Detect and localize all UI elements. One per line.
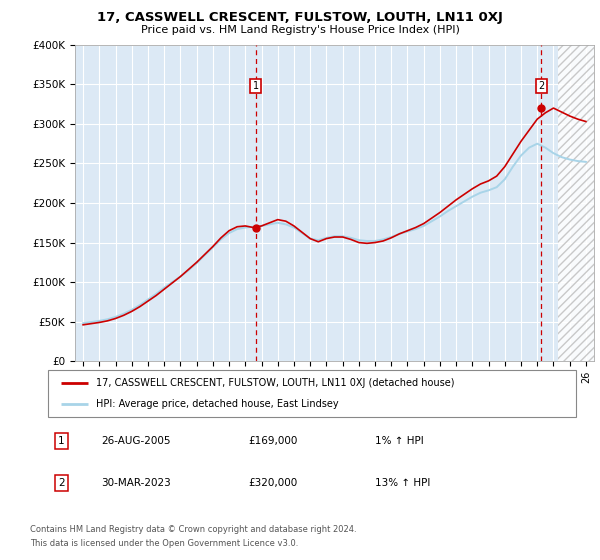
Text: 17, CASSWELL CRESCENT, FULSTOW, LOUTH, LN11 0XJ: 17, CASSWELL CRESCENT, FULSTOW, LOUTH, L… bbox=[97, 11, 503, 24]
Text: 1% ↑ HPI: 1% ↑ HPI bbox=[376, 436, 424, 446]
Text: 1: 1 bbox=[253, 81, 259, 91]
Text: £169,000: £169,000 bbox=[248, 436, 298, 446]
Text: Contains HM Land Registry data © Crown copyright and database right 2024.: Contains HM Land Registry data © Crown c… bbox=[30, 525, 356, 534]
Text: This data is licensed under the Open Government Licence v3.0.: This data is licensed under the Open Gov… bbox=[30, 539, 298, 548]
Text: 26-AUG-2005: 26-AUG-2005 bbox=[101, 436, 170, 446]
Text: £320,000: £320,000 bbox=[248, 478, 298, 488]
Text: 1: 1 bbox=[58, 436, 65, 446]
Text: HPI: Average price, detached house, East Lindsey: HPI: Average price, detached house, East… bbox=[95, 399, 338, 409]
Text: 2: 2 bbox=[538, 81, 544, 91]
Text: Price paid vs. HM Land Registry's House Price Index (HPI): Price paid vs. HM Land Registry's House … bbox=[140, 25, 460, 35]
Text: 13% ↑ HPI: 13% ↑ HPI bbox=[376, 478, 431, 488]
Text: 2: 2 bbox=[58, 478, 65, 488]
Text: 30-MAR-2023: 30-MAR-2023 bbox=[101, 478, 170, 488]
Text: 17, CASSWELL CRESCENT, FULSTOW, LOUTH, LN11 0XJ (detached house): 17, CASSWELL CRESCENT, FULSTOW, LOUTH, L… bbox=[95, 378, 454, 388]
